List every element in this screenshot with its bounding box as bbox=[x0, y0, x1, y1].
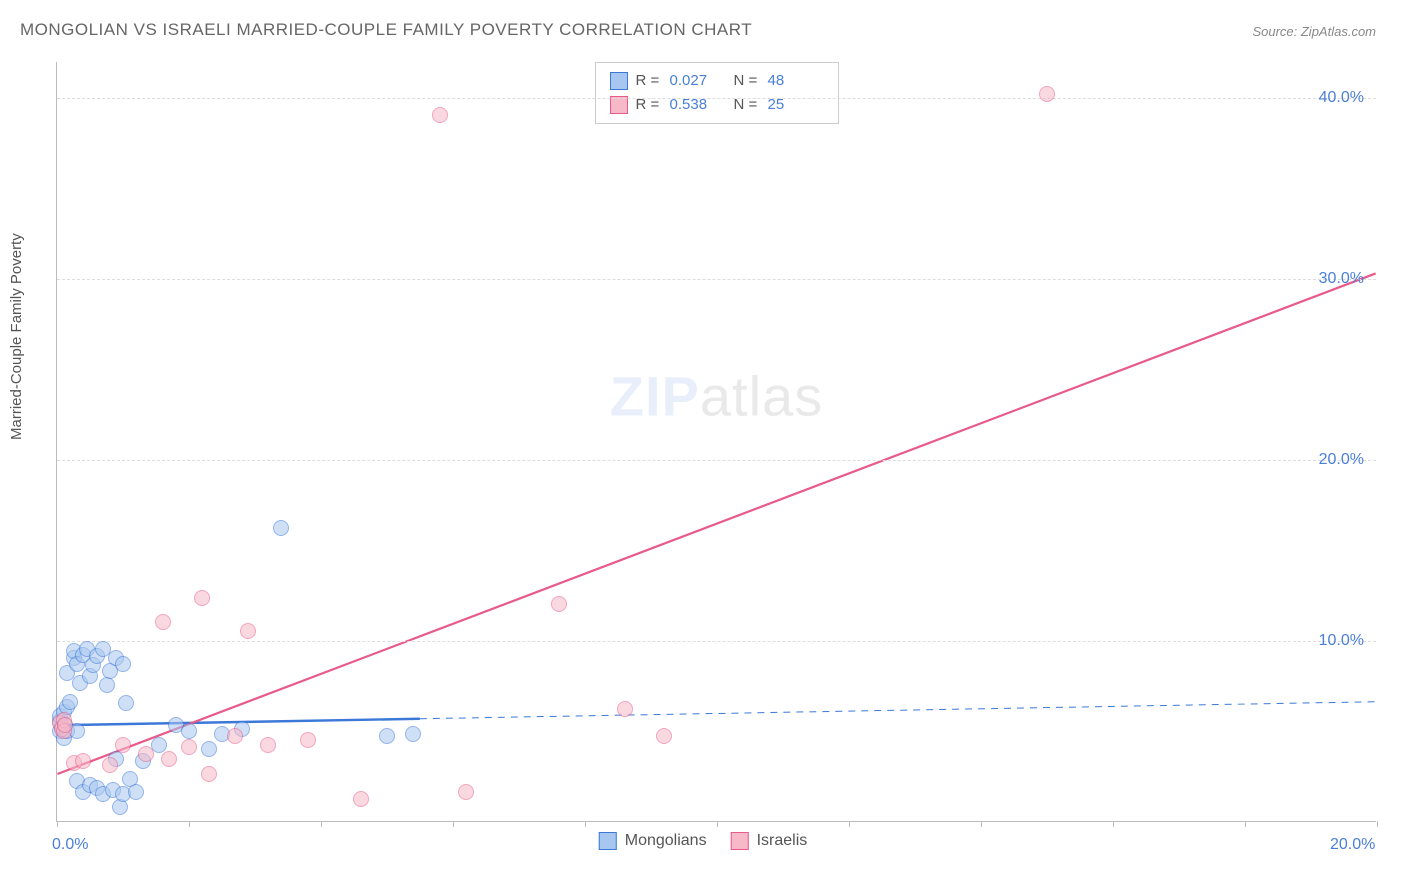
stats-row-mongolians: R = 0.027 N = 48 bbox=[610, 69, 824, 93]
data-point bbox=[194, 590, 210, 606]
legend-item-mongolians: Mongolians bbox=[599, 832, 707, 850]
data-point bbox=[128, 784, 144, 800]
data-point bbox=[300, 732, 316, 748]
chart-title: MONGOLIAN VS ISRAELI MARRIED-COUPLE FAMI… bbox=[20, 20, 752, 40]
y-tick-label: 10.0% bbox=[1319, 632, 1364, 650]
data-point bbox=[432, 107, 448, 123]
swatch-israelis-icon bbox=[731, 832, 749, 850]
r-label: R = bbox=[636, 93, 662, 117]
x-tick-mark bbox=[585, 821, 586, 827]
data-point bbox=[260, 737, 276, 753]
data-point bbox=[379, 728, 395, 744]
data-point bbox=[201, 741, 217, 757]
x-tick-mark bbox=[717, 821, 718, 827]
x-tick-label-min: 0.0% bbox=[52, 836, 88, 854]
x-tick-mark bbox=[1245, 821, 1246, 827]
x-tick-mark bbox=[1113, 821, 1114, 827]
data-point bbox=[118, 695, 134, 711]
n-value-israelis: 25 bbox=[768, 93, 824, 117]
data-point bbox=[240, 623, 256, 639]
data-point bbox=[353, 791, 369, 807]
x-tick-label-max: 20.0% bbox=[1330, 836, 1375, 854]
data-point bbox=[155, 614, 171, 630]
data-point bbox=[181, 739, 197, 755]
gridline bbox=[57, 641, 1376, 642]
x-tick-mark bbox=[1377, 821, 1378, 827]
r-value-israelis: 0.538 bbox=[670, 93, 726, 117]
x-tick-mark bbox=[321, 821, 322, 827]
gridline bbox=[57, 460, 1376, 461]
y-tick-label: 30.0% bbox=[1319, 270, 1364, 288]
y-tick-label: 20.0% bbox=[1319, 451, 1364, 469]
n-label: N = bbox=[734, 69, 760, 93]
y-axis-label: Married-Couple Family Poverty bbox=[8, 233, 25, 440]
legend-label-mongolians: Mongolians bbox=[625, 832, 707, 850]
plot-area: ZIPatlas R = 0.027 N = 48 R = 0.538 N = … bbox=[56, 62, 1376, 822]
data-point bbox=[115, 656, 131, 672]
data-point bbox=[1039, 86, 1055, 102]
data-point bbox=[115, 737, 131, 753]
data-point bbox=[57, 717, 73, 733]
x-tick-mark bbox=[189, 821, 190, 827]
series-legend: Mongolians Israelis bbox=[599, 832, 808, 850]
stats-legend: R = 0.027 N = 48 R = 0.538 N = 25 bbox=[595, 62, 839, 124]
watermark: ZIPatlas bbox=[610, 363, 823, 428]
data-point bbox=[102, 757, 118, 773]
r-label: R = bbox=[636, 69, 662, 93]
data-point bbox=[181, 723, 197, 739]
data-point bbox=[405, 726, 421, 742]
gridline bbox=[57, 279, 1376, 280]
source-label: Source: ZipAtlas.com bbox=[1252, 24, 1376, 39]
swatch-mongolians-icon bbox=[610, 72, 628, 90]
data-point bbox=[227, 728, 243, 744]
data-point bbox=[138, 746, 154, 762]
gridline bbox=[57, 98, 1376, 99]
y-tick-label: 40.0% bbox=[1319, 89, 1364, 107]
legend-label-israelis: Israelis bbox=[757, 832, 808, 850]
data-point bbox=[617, 701, 633, 717]
data-point bbox=[161, 751, 177, 767]
stats-row-israelis: R = 0.538 N = 25 bbox=[610, 93, 824, 117]
n-label: N = bbox=[734, 93, 760, 117]
n-value-mongolians: 48 bbox=[768, 69, 824, 93]
data-point bbox=[273, 520, 289, 536]
x-tick-mark bbox=[849, 821, 850, 827]
data-point bbox=[62, 694, 78, 710]
x-tick-mark bbox=[453, 821, 454, 827]
x-tick-mark bbox=[57, 821, 58, 827]
data-point bbox=[201, 766, 217, 782]
data-point bbox=[656, 728, 672, 744]
data-point bbox=[458, 784, 474, 800]
data-point bbox=[99, 677, 115, 693]
legend-item-israelis: Israelis bbox=[731, 832, 808, 850]
data-point bbox=[551, 596, 567, 612]
x-tick-mark bbox=[981, 821, 982, 827]
r-value-mongolians: 0.027 bbox=[670, 69, 726, 93]
swatch-mongolians-icon bbox=[599, 832, 617, 850]
trend-lines bbox=[57, 62, 1376, 821]
data-point bbox=[75, 753, 91, 769]
